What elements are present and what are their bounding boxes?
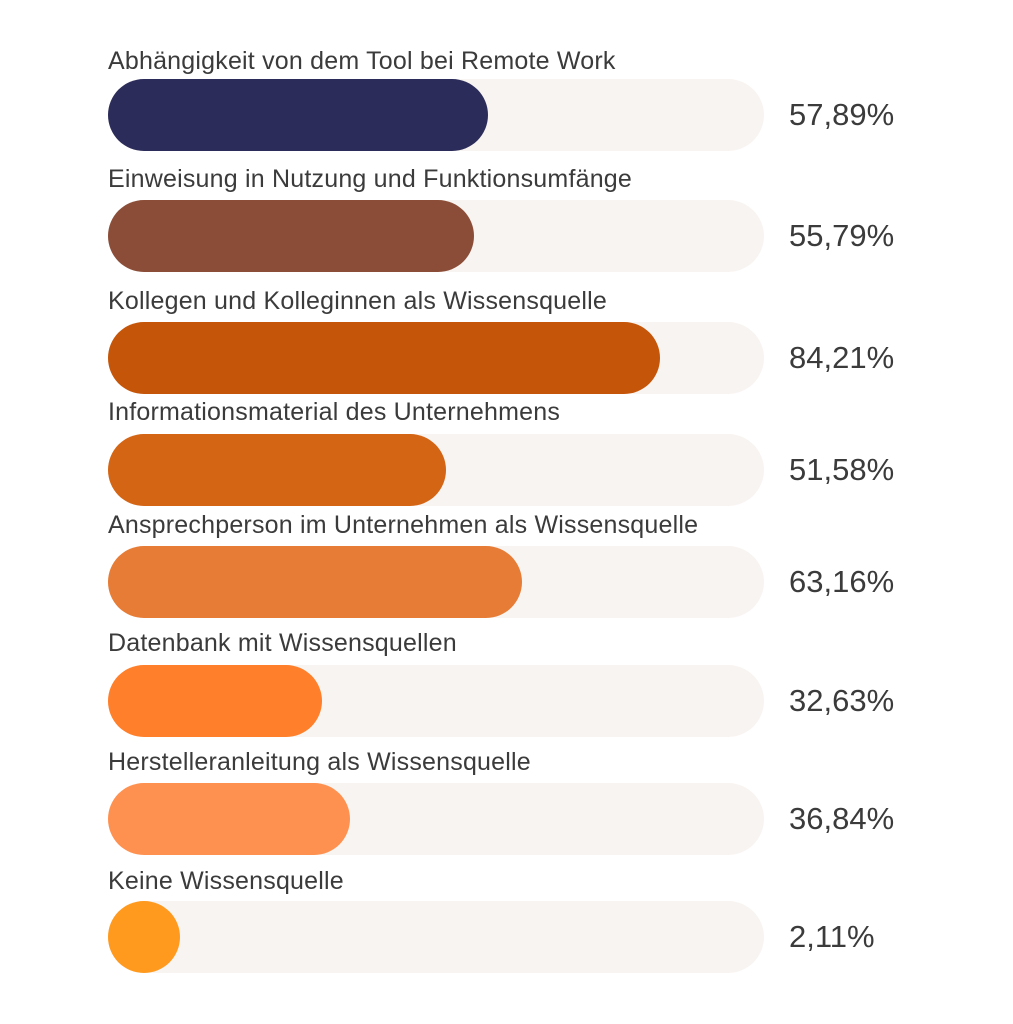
bar bbox=[108, 79, 488, 151]
value-label: 51,58% bbox=[789, 452, 895, 487]
bar bbox=[108, 901, 180, 973]
value-label: 55,79% bbox=[789, 218, 895, 253]
bar-track bbox=[108, 546, 764, 618]
category-label: Datenbank mit Wissensquellen bbox=[108, 629, 457, 657]
bar bbox=[108, 783, 350, 855]
bar-track bbox=[108, 783, 764, 855]
category-label: Ansprechperson im Unternehmen als Wissen… bbox=[108, 511, 699, 539]
bar-track bbox=[108, 901, 764, 973]
category-label: Herstelleranleitung als Wissensquelle bbox=[108, 748, 531, 776]
bar bbox=[108, 322, 661, 394]
category-label: Kollegen und Kolleginnen als Wissensquel… bbox=[108, 287, 608, 315]
category-label: Abhängigkeit von dem Tool bei Remote Wor… bbox=[108, 47, 616, 75]
bar bbox=[108, 434, 447, 506]
bar-track bbox=[108, 434, 764, 506]
bar-track bbox=[108, 322, 764, 394]
bar bbox=[108, 546, 523, 618]
value-label: 57,89% bbox=[789, 97, 895, 132]
bar bbox=[108, 665, 323, 737]
value-label: 36,84% bbox=[789, 801, 895, 836]
value-label: 32,63% bbox=[789, 683, 895, 718]
value-label: 63,16% bbox=[789, 564, 895, 599]
bar-track bbox=[108, 665, 764, 737]
value-label: 84,21% bbox=[789, 340, 895, 375]
category-label: Einweisung in Nutzung und Funktionsumfän… bbox=[108, 165, 633, 193]
bar bbox=[108, 200, 474, 272]
category-label: Keine Wissensquelle bbox=[108, 867, 344, 895]
value-label: 2,11% bbox=[789, 919, 875, 954]
category-label: Informationsmaterial des Unternehmens bbox=[108, 398, 561, 426]
bar-track bbox=[108, 79, 764, 151]
bar-track bbox=[108, 200, 764, 272]
